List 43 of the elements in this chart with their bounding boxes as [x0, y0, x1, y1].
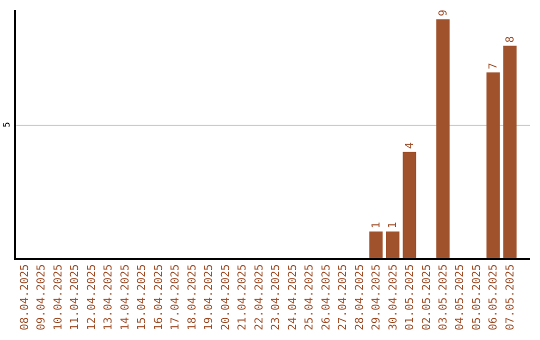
data-label: 8	[503, 36, 516, 43]
bar	[503, 46, 517, 258]
x-tick-label: 17.04.2025	[168, 264, 182, 330]
bar	[436, 19, 450, 258]
data-label: 4	[402, 142, 416, 149]
x-tick-label: 12.04.2025	[84, 264, 98, 330]
x-tick-label: 01.05.2025	[403, 264, 416, 330]
x-tick-label: 11.04.2025	[68, 264, 82, 330]
x-tick-label: 23.04.2025	[269, 264, 282, 330]
x-tick-label: 13.04.2025	[102, 264, 115, 330]
data-label: 1	[369, 222, 382, 228]
bar	[369, 231, 383, 258]
x-tick-label: 06.05.2025	[486, 264, 500, 330]
ref-line-label: 5	[2, 122, 13, 128]
data-label: 9	[436, 10, 450, 16]
x-tick-label: 10.04.2025	[51, 264, 64, 330]
x-tick-label: 14.04.2025	[118, 264, 132, 330]
data-label: 1	[386, 222, 400, 228]
x-tick-label: 04.05.2025	[453, 264, 466, 330]
bar	[486, 72, 500, 258]
bar	[402, 152, 416, 258]
x-tick-label: 16.04.2025	[152, 264, 165, 330]
x-tick-label: 19.04.2025	[202, 264, 216, 330]
x-tick-label: 02.05.2025	[420, 264, 433, 330]
x-tick-label: 22.04.2025	[252, 264, 266, 330]
x-tick-label: 28.04.2025	[352, 264, 366, 330]
x-tick-label: 26.04.2025	[319, 264, 332, 330]
x-tick-label: 09.04.2025	[34, 264, 48, 330]
x-tick-label: 07.05.2025	[503, 264, 516, 330]
x-tick-label: 03.05.2025	[436, 264, 450, 330]
x-tick-label: 20.04.2025	[218, 264, 232, 330]
bar	[386, 231, 400, 258]
data-label: 7	[486, 62, 500, 70]
x-tick-label: 27.04.2025	[336, 264, 350, 330]
x-tick-label: 08.04.2025	[18, 264, 31, 330]
x-tick-label: 05.05.2025	[470, 264, 483, 330]
x-tick-label: 21.04.2025	[236, 264, 249, 330]
x-tick-label: 24.04.2025	[286, 264, 299, 330]
x-tick-label: 18.04.2025	[185, 264, 198, 330]
x-tick-label: 30.04.2025	[386, 264, 400, 330]
x-tick-label: 25.04.2025	[302, 264, 316, 330]
x-tick-label: 15.04.2025	[135, 264, 148, 330]
x-tick-label: 29.04.2025	[370, 264, 383, 330]
